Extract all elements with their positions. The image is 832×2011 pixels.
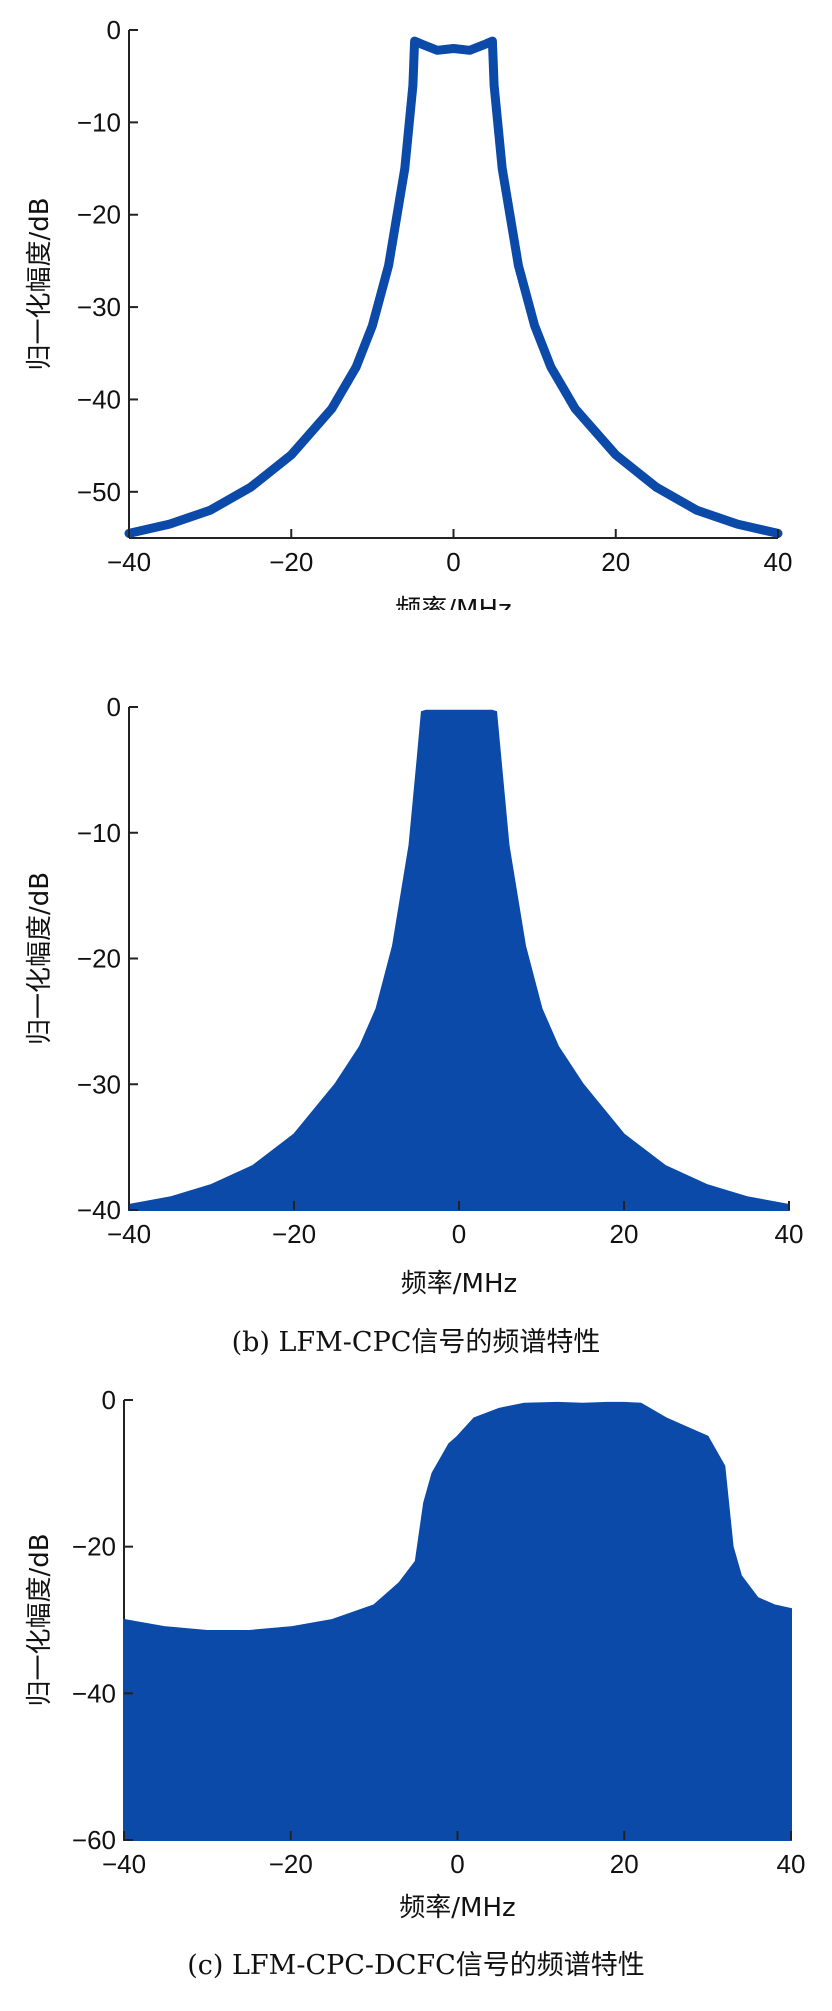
y-tick-label: −40 bbox=[77, 1195, 121, 1225]
chart-b-svg: −40 −20 0 20 40 0 −10 −20 −30 −40 频率/MHz 归一化幅度/dB (b… bbox=[25, 692, 804, 1358]
x-axis-label: 频率/MHz bbox=[401, 1269, 517, 1299]
chart-caption: (b) LFM-CPC信号的频谱特性 bbox=[232, 1327, 601, 1358]
x-tick-label: 40 bbox=[775, 1219, 804, 1249]
y-tick-label: −60 bbox=[72, 1825, 116, 1855]
y-tick-label: 0 bbox=[107, 15, 121, 45]
y-tick-label: 0 bbox=[102, 1385, 116, 1415]
x-tick-label: 40 bbox=[764, 547, 793, 577]
y-axis-label: 归一化幅度/dB bbox=[25, 872, 55, 1045]
x-tick-label: 20 bbox=[601, 547, 630, 577]
chart-panel-a: −40 −20 0 20 40 0 −10 −20 −30 −40 −50 频率/MHz 归一化幅度/d… bbox=[0, 0, 832, 610]
x-tick-label: 40 bbox=[777, 1849, 806, 1879]
x-tick-label: −20 bbox=[269, 547, 313, 577]
x-tick-label: 20 bbox=[610, 1849, 639, 1879]
x-tick-label: −40 bbox=[102, 1849, 146, 1879]
x-tick-label: 20 bbox=[610, 1219, 639, 1249]
x-axis-label: 频率/MHz bbox=[399, 1893, 515, 1923]
y-tick-label: −10 bbox=[77, 107, 121, 137]
y-tick-label: −50 bbox=[77, 477, 121, 507]
x-tick-label: −20 bbox=[272, 1219, 316, 1249]
chart-panel-c: −40 −20 0 20 40 0 −20 −40 −60 频率/MHz 归一化幅度/dB (c) L… bbox=[0, 1370, 832, 2011]
x-tick-label: 0 bbox=[450, 1849, 464, 1879]
x-tick-label: −20 bbox=[269, 1849, 313, 1879]
x-tick-label: −40 bbox=[107, 547, 151, 577]
y-tick-label: −20 bbox=[77, 200, 121, 230]
series-area-c-0 bbox=[123, 1401, 792, 1841]
x-tick-label: 0 bbox=[446, 547, 460, 577]
y-tick-label: −40 bbox=[72, 1678, 116, 1708]
series-line-a-0 bbox=[124, 36, 783, 538]
y-tick-label: −30 bbox=[77, 1069, 121, 1099]
y-tick-label: −20 bbox=[72, 1532, 116, 1562]
y-axis-label: 归一化幅度/dB bbox=[25, 1533, 55, 1706]
y-tick-label: −20 bbox=[77, 944, 121, 974]
y-tick-label: 0 bbox=[107, 692, 121, 722]
y-tick-label: −10 bbox=[77, 818, 121, 848]
series-area-b-0 bbox=[128, 709, 790, 1211]
chart-a-svg: −40 −20 0 20 40 0 −10 −20 −30 −40 −50 频率/MHz 归一化幅度/d… bbox=[25, 15, 793, 610]
x-tick-label: 0 bbox=[452, 1219, 466, 1249]
x-tick-label: −40 bbox=[107, 1219, 151, 1249]
chart-caption: (c) LFM-CPC-DCFC信号的频谱特性 bbox=[187, 1950, 645, 1981]
y-axis-label: 归一化幅度/dB bbox=[25, 197, 55, 370]
x-axis-label: 频率/MHz bbox=[395, 595, 511, 610]
y-tick-label: −40 bbox=[77, 384, 121, 414]
chart-panel-b: −40 −20 0 20 40 0 −10 −20 −30 −40 频率/MHz 归一化幅度/dB (b… bbox=[0, 680, 832, 1370]
y-tick-label: −30 bbox=[77, 292, 121, 322]
